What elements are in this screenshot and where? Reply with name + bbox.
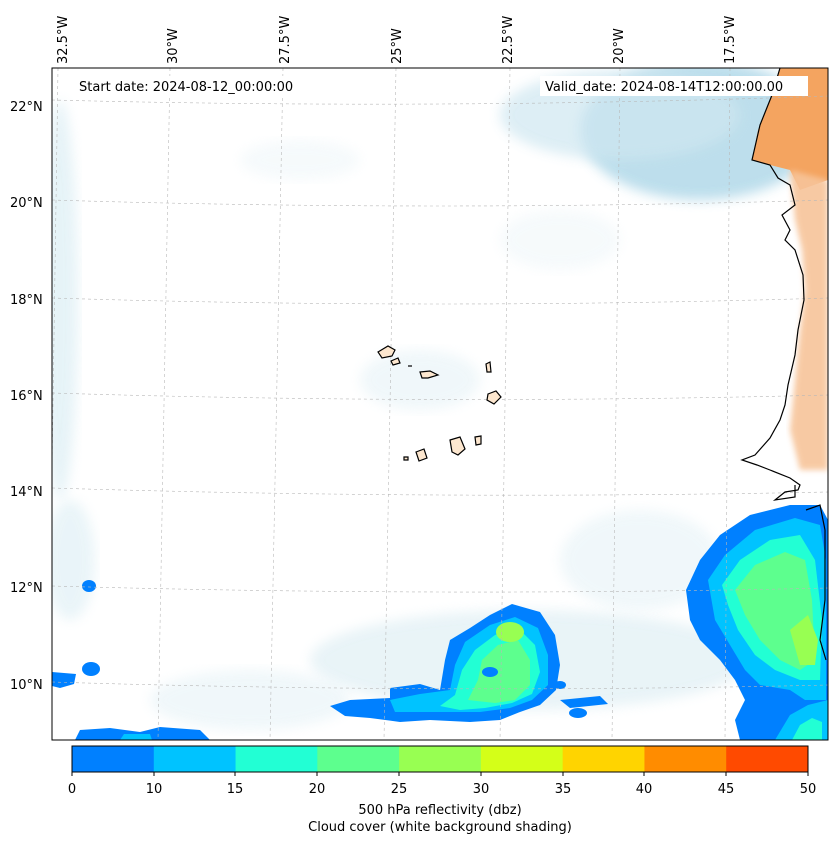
colorbar-segment (562, 746, 645, 772)
colorbar-title: 500 hPa reflectivity (dbz) (358, 803, 521, 818)
coastline (740, 68, 827, 661)
colorbar-tick-label: 20 (309, 782, 326, 797)
reflectivity-west (52, 580, 210, 740)
start-date-label: Start date: 2024-08-12_00:00:00 (79, 80, 293, 95)
lat-label: 12°N (10, 581, 43, 596)
colorbar-tick-label: 40 (636, 782, 653, 797)
lon-label: 25°W (390, 28, 405, 64)
longitude-labels: 32.5°W 30°W 27.5°W 25°W 22.5°W 20°W 17.5… (56, 16, 738, 64)
colorbar-segment (480, 746, 564, 772)
lat-label: 16°N (10, 389, 43, 404)
colorbar-segment (72, 746, 155, 772)
colorbar-segment (235, 746, 318, 772)
colorbar-tick-label: 30 (473, 782, 490, 797)
lat-label: 10°N (10, 678, 43, 693)
start-date-box (74, 76, 312, 96)
colorbar-segment (726, 746, 809, 772)
colorbar-tick-label: 0 (68, 782, 76, 797)
lat-label: 22°N (10, 100, 43, 115)
colorbar-tick-label: 25 (391, 782, 408, 797)
colorbar-tick-label: 15 (227, 782, 244, 797)
graticule (52, 68, 828, 740)
valid-date-label: Valid_date: 2024-08-14T12:00:00.00 (545, 80, 783, 95)
lon-label: 30°W (166, 28, 181, 64)
lat-label: 18°N (10, 293, 43, 308)
lon-label: 20°W (612, 28, 627, 64)
map-frame (51, 67, 829, 741)
lon-label: 22.5°W (501, 16, 516, 64)
colorbar-frame (71, 745, 809, 773)
colorbar: 0 10 15 20 25 30 35 40 45 50 500 hPa ref… (68, 745, 817, 835)
colorbar-tick-label: 10 (146, 782, 163, 797)
latitude-labels: 22°N 20°N 18°N 16°N 14°N 12°N 10°N (10, 100, 43, 693)
colorbar-tick-label: 35 (555, 782, 572, 797)
lon-label: 27.5°W (278, 16, 293, 64)
cape-verde-islands (377, 345, 502, 462)
reflectivity-east (686, 505, 828, 740)
colorbar-tick-label: 50 (800, 782, 817, 797)
colorbar-segment (153, 746, 237, 772)
colorbar-segment (644, 746, 727, 772)
lon-label: 17.5°W (723, 16, 738, 64)
colorbar-ticks (71, 772, 809, 776)
reflectivity-center (330, 604, 608, 722)
valid-date-box (540, 76, 808, 96)
colorbar-subtitle: Cloud cover (white background shading) (308, 820, 572, 835)
colorbar-segment (317, 746, 400, 772)
colorbar-segments (72, 746, 809, 772)
lat-label: 20°N (10, 196, 43, 211)
lon-label: 32.5°W (56, 16, 71, 64)
lat-label: 14°N (10, 485, 43, 500)
colorbar-segment (399, 746, 482, 772)
colorbar-tick-label: 45 (718, 782, 735, 797)
